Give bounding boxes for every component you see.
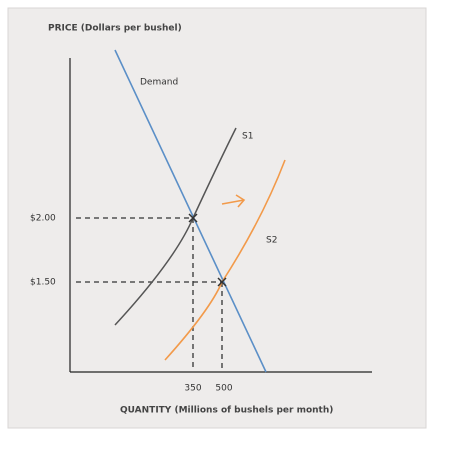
equilibrium-markers: [188, 213, 227, 287]
s1-label: S1: [242, 132, 253, 142]
frame: [7, 7, 427, 429]
arrow-shaft: [221, 199, 245, 205]
equilibrium-marker: [188, 213, 198, 223]
arrow-head: [235, 194, 246, 208]
quantity-label: 350: [184, 384, 201, 394]
shift-arrow: [221, 194, 246, 208]
price-label: $1.50: [30, 278, 56, 288]
x-axis-label: QUANTITY (Millions of bushels per month): [120, 406, 333, 416]
quantity-label: 500: [215, 384, 232, 394]
demand-label: Demand: [140, 78, 178, 88]
s2-label: S2: [266, 236, 277, 246]
guide-lines: [76, 217, 223, 370]
demand-curve: [114, 49, 267, 373]
y-axis-label: PRICE (Dollars per bushel): [48, 24, 182, 34]
price-label: $2.00: [30, 214, 56, 224]
equilibrium-marker: [217, 277, 227, 287]
